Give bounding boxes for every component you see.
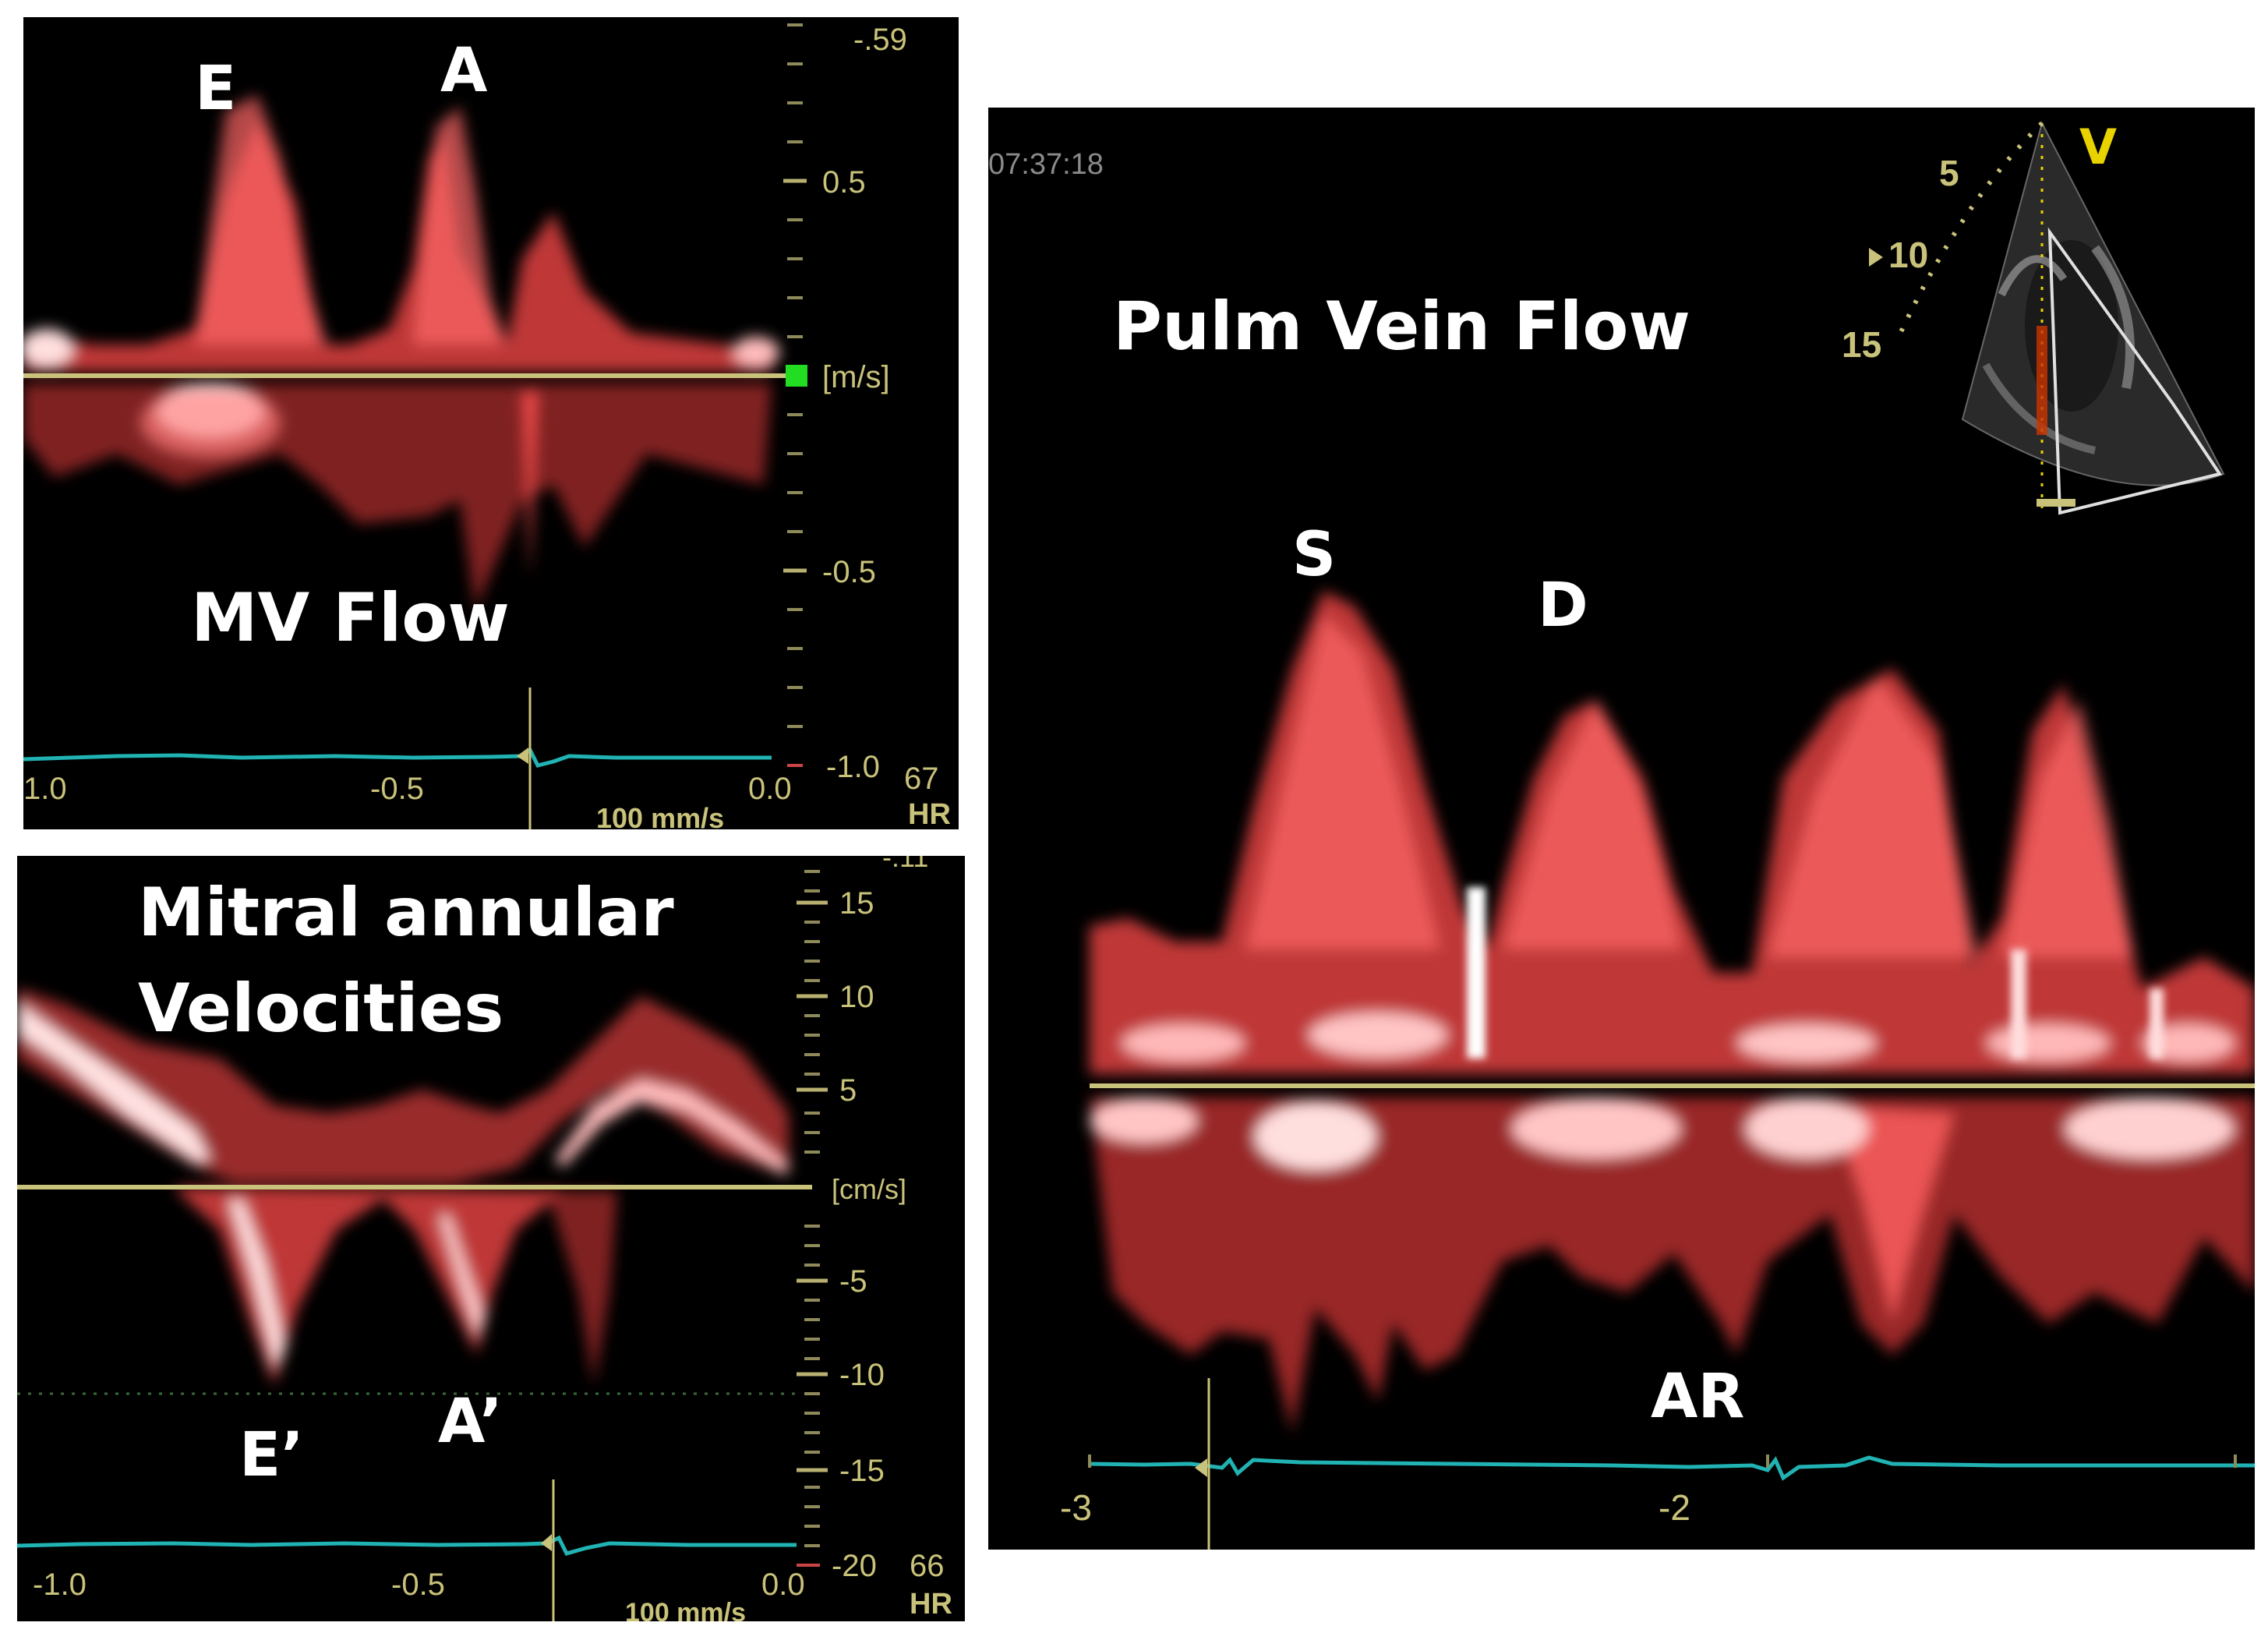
green-square-icon: [786, 365, 807, 387]
mv-hr-label: HR: [908, 798, 951, 829]
mv-time-label-1: -0.5: [370, 772, 424, 806]
tdi-hr-label: HR: [910, 1588, 952, 1621]
mv-peak-a: A: [440, 36, 487, 106]
tdi-scale-label-6: -15: [839, 1454, 885, 1488]
tdi-time-label-1: -0.5: [391, 1568, 445, 1602]
depth-label-15: 15: [1842, 324, 1881, 365]
tdi-ecg-trace: [17, 1535, 797, 1556]
tdi-scale-unit: [cm/s]: [832, 1173, 906, 1205]
tdi-time-label-2: 0.0: [761, 1568, 805, 1602]
tdi-spectrum: -.11 15 10 5 [cm/s] -5 -10 -15 -20 66 HR…: [17, 856, 952, 1621]
pv-ecg-trace: [1089, 1455, 2255, 1481]
mv-scale-label-0: 0.5: [822, 165, 866, 200]
mv-sweep-speed: 100 mm/s: [596, 802, 724, 829]
tdi-peak-a-prime: A’: [438, 1387, 503, 1457]
tdi-scale-label-7: -20: [832, 1549, 877, 1583]
tdi-positive-velocity: [17, 988, 789, 1183]
mv-hr-value: 67: [904, 762, 939, 796]
pv-spectrum: -3 -2 07:37:18 V 5 10 15 Pulm Vein Flow …: [988, 118, 2255, 1550]
mv-scale-top: -.59: [853, 23, 907, 57]
mv-reverse-flow: [23, 384, 772, 610]
pv-peak-ar: AR: [1651, 1362, 1744, 1432]
tdi-cursor-arrow-icon: [541, 1534, 552, 1551]
tdi-scale-label-1: 10: [839, 980, 874, 1014]
pv-cursor-arrow-icon: [1195, 1458, 1207, 1477]
pv-reverse-flow: [1090, 1098, 2255, 1433]
mv-scale-label-2: -0.5: [822, 555, 876, 589]
pv-time-ticks: [1088, 1455, 2237, 1468]
tdi-scale-top: -.11: [882, 856, 928, 873]
mv-flow-spectrum: -.59 0.5 [m/s] -0.5 -1.0 67 HR 1.0 -0.5 …: [23, 23, 951, 829]
mitral-annular-panel: -.11 15 10 5 [cm/s] -5 -10 -15 -20 66 HR…: [17, 856, 965, 1621]
tdi-negative-velocity: [173, 1187, 617, 1386]
tdi-title-line1: Mitral annular: [138, 874, 674, 952]
mv-peak-e: E: [195, 54, 236, 124]
tdi-scale-label-4: -5: [839, 1264, 867, 1299]
pv-flow-title: Pulm Vein Flow: [1113, 288, 1690, 366]
tdi-sweep-speed: 100 mm/s: [625, 1598, 746, 1621]
mv-flow-title: MV Flow: [191, 579, 510, 657]
tdi-scale-label-0: 15: [839, 886, 874, 921]
tdi-scale-label-2: 5: [839, 1073, 857, 1108]
pv-forward-flow: [1090, 591, 2255, 1074]
tdi-peak-e-prime: E’: [239, 1420, 304, 1490]
tdi-title-line2: Velocities: [138, 970, 503, 1048]
mv-time-label-2: 0.0: [748, 772, 792, 806]
depth-marker-icon: [1869, 248, 1883, 267]
mv-forward-flow: [23, 95, 779, 372]
pv-peak-d: D: [1538, 571, 1588, 641]
pulm-vein-panel: -3 -2 07:37:18 V 5 10 15 Pulm Vein Flow …: [988, 108, 2255, 1550]
mv-scale-unit: [m/s]: [822, 360, 890, 394]
depth-label-10: 10: [1888, 235, 1928, 275]
pv-spikes: [1467, 887, 2164, 1059]
pv-peak-s: S: [1292, 520, 1336, 590]
mv-ecg-trace: [23, 747, 772, 768]
tdi-time-label-0: -1.0: [33, 1568, 87, 1602]
depth-label-5: 5: [1939, 153, 1959, 193]
mv-time-label-0: 1.0: [23, 772, 67, 806]
tdi-scale-label-5: -10: [839, 1358, 885, 1392]
pv-time-label-1: -2: [1659, 1487, 1690, 1528]
tdi-hr-value: 66: [910, 1549, 945, 1583]
mv-cursor-arrow-icon: [517, 748, 528, 764]
mv-flow-panel: -.59 0.5 [m/s] -0.5 -1.0 67 HR 1.0 -0.5 …: [23, 17, 959, 829]
pv-time-label-0: -3: [1060, 1487, 1092, 1528]
mv-scale-label-3: -1.0: [826, 750, 880, 784]
tdi-velocity-scale: [797, 870, 828, 1567]
sample-gate-icon: [2037, 499, 2075, 507]
echo-sector-inset: V 5 10 15: [1842, 118, 2225, 515]
sector-view-label: V: [2079, 118, 2117, 175]
color-box: [2047, 227, 2223, 515]
mv-velocity-scale: [783, 23, 807, 767]
pv-timestamp: 07:37:18: [988, 148, 1104, 181]
